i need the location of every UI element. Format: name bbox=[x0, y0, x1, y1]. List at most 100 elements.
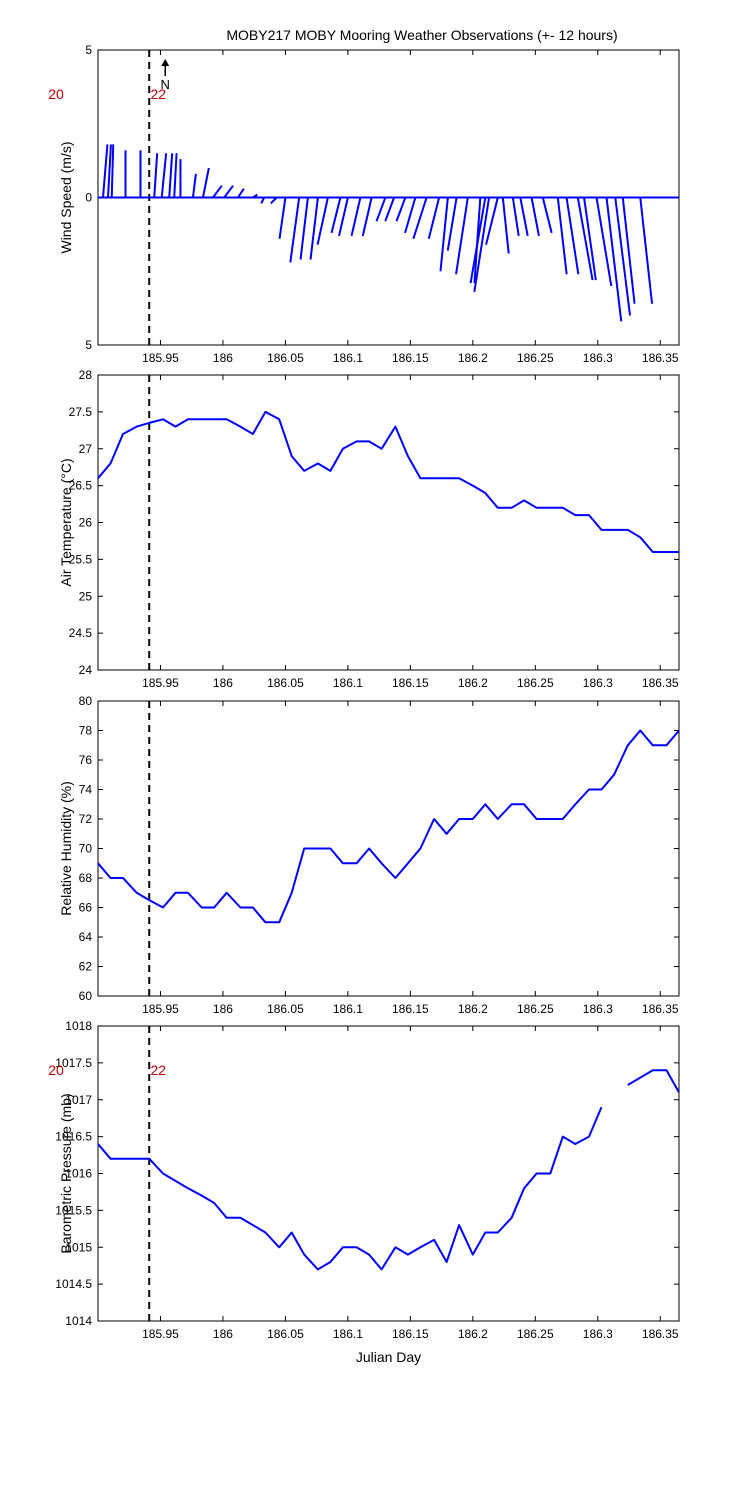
wind-stick bbox=[173, 153, 178, 198]
wind-stick bbox=[212, 185, 223, 199]
y-axis-label: Relative Humidity (%) bbox=[58, 781, 74, 916]
y-tick-label: 80 bbox=[79, 694, 93, 708]
wind-stick bbox=[485, 197, 499, 245]
panels: 185.95 186 186.05 186.1 186.15 186.2 186.25 186… bbox=[48, 43, 680, 1365]
axes-frame bbox=[97, 1025, 680, 1322]
x-tick-label: 186.1 bbox=[333, 351, 363, 365]
chart-panel-3: 185.95 186 186.05 186.1 186.15 186.2 186.25 186… bbox=[58, 694, 680, 1016]
chart-panel-4: 185.95 186 186.05 186.1 186.15 186.2 186.25 186… bbox=[48, 1019, 680, 1365]
x-tick-label: 186.2 bbox=[458, 1327, 488, 1341]
wind-stick bbox=[168, 153, 174, 198]
figure-title: MOBY217 MOBY Mooring Weather Observation… bbox=[226, 27, 617, 43]
y-tick-label: 78 bbox=[79, 724, 93, 738]
wind-stick bbox=[469, 197, 487, 284]
wind-stick bbox=[110, 144, 115, 198]
wind-stick bbox=[501, 197, 510, 254]
x-tick-label: 186.35 bbox=[642, 676, 679, 690]
wind-stick bbox=[252, 193, 258, 199]
x-tick-label: 186.2 bbox=[458, 1002, 488, 1016]
chart-panel-2: 185.95 186 186.05 186.1 186.15 186.2 186.25 186… bbox=[58, 368, 680, 690]
wind-stick bbox=[595, 197, 613, 287]
x-tick-label: 185.95 bbox=[142, 1002, 179, 1016]
wind-stick bbox=[299, 197, 309, 260]
x-tick-label: 186.1 bbox=[333, 676, 363, 690]
wind-stick bbox=[260, 197, 266, 204]
y-tick-label: 1014.5 bbox=[55, 1277, 92, 1291]
y-tick-label: 5 bbox=[85, 43, 92, 57]
x-tick-label: 186.35 bbox=[642, 1002, 679, 1016]
north-label: N bbox=[161, 77, 170, 92]
wind-stick bbox=[439, 197, 449, 272]
wind-stick bbox=[106, 144, 112, 198]
wind-stick bbox=[201, 167, 210, 198]
x-tick-label: 186.15 bbox=[392, 676, 429, 690]
wind-stick bbox=[350, 197, 362, 237]
x-tick-label: 186.2 bbox=[458, 676, 488, 690]
hour-label: 22 bbox=[150, 86, 166, 102]
wind-stick bbox=[404, 197, 417, 234]
wind-stick bbox=[384, 197, 396, 222]
hour-label: 22 bbox=[150, 1062, 166, 1078]
north-arrow-head bbox=[161, 59, 170, 66]
y-tick-label: 64 bbox=[79, 930, 93, 944]
x-tick-label: 186.25 bbox=[517, 676, 554, 690]
wind-stick bbox=[330, 197, 342, 234]
y-tick-label: 70 bbox=[79, 842, 93, 856]
x-tick-label: 186.25 bbox=[517, 1002, 554, 1016]
wind-stick bbox=[427, 197, 441, 240]
y-tick-label: 62 bbox=[79, 960, 93, 974]
wind-stick bbox=[621, 197, 636, 304]
y-tick-label: 0 bbox=[85, 191, 92, 205]
x-tick-label: 186.15 bbox=[392, 1327, 429, 1341]
wind-stick bbox=[412, 197, 428, 240]
wind-stick bbox=[278, 197, 287, 239]
wind-stick bbox=[237, 188, 245, 199]
x-tick-label: 186.2 bbox=[458, 351, 488, 365]
wind-stick bbox=[530, 197, 540, 237]
x-tick-label: 186.05 bbox=[267, 676, 304, 690]
x-tick-label: 186.15 bbox=[392, 351, 429, 365]
wind-stick bbox=[102, 144, 109, 198]
wind-stick bbox=[639, 197, 654, 304]
wind-stick bbox=[338, 197, 349, 237]
y-tick-label: 26.5 bbox=[69, 479, 93, 493]
x-tick-label: 186.15 bbox=[392, 1002, 429, 1016]
y-tick-label: 66 bbox=[79, 901, 93, 915]
x-tick-label: 186.35 bbox=[642, 1327, 679, 1341]
wind-stick bbox=[455, 197, 469, 275]
wind-stick bbox=[583, 197, 597, 281]
wind-stick bbox=[511, 197, 520, 237]
wind-stick bbox=[565, 197, 580, 275]
y-tick-label: 1015 bbox=[65, 1240, 92, 1254]
wind-stick bbox=[270, 196, 278, 205]
y-tick-label: 24 bbox=[79, 663, 93, 677]
wind-stick bbox=[375, 197, 387, 222]
x-tick-label: 185.95 bbox=[142, 1327, 179, 1341]
y-tick-label: 60 bbox=[79, 989, 93, 1003]
x-tick-label: 186.35 bbox=[642, 351, 679, 365]
y-tick-label: 5 bbox=[85, 338, 92, 352]
x-tick-label: 186.05 bbox=[267, 1327, 304, 1341]
y-tick-label: 1018 bbox=[65, 1019, 92, 1033]
x-tick-label: 186.25 bbox=[517, 1327, 554, 1341]
wind-stick bbox=[576, 197, 594, 281]
y-tick-label: 1017.5 bbox=[55, 1056, 92, 1070]
x-tick-label: 186 bbox=[213, 351, 233, 365]
series-line bbox=[97, 1106, 603, 1271]
wind-stick bbox=[223, 185, 234, 199]
y-tick-label: 28 bbox=[79, 368, 93, 382]
y-tick-label: 27 bbox=[79, 442, 93, 456]
y-tick-label: 74 bbox=[79, 783, 93, 797]
wind-stick bbox=[541, 197, 553, 234]
y-axis-label: Barometric Pressure (mb) bbox=[58, 1093, 74, 1253]
series-line bbox=[97, 729, 680, 924]
x-tick-label: 186 bbox=[213, 1327, 233, 1341]
wind-stick bbox=[519, 197, 529, 237]
x-tick-label: 186 bbox=[213, 676, 233, 690]
wind-stick bbox=[160, 153, 168, 198]
x-tick-label: 186.3 bbox=[583, 351, 613, 365]
series-line bbox=[627, 1069, 680, 1093]
x-tick-label: 185.95 bbox=[142, 676, 179, 690]
wind-stick bbox=[309, 197, 319, 260]
y-axis-label: Wind Speed (m/s) bbox=[58, 141, 74, 253]
